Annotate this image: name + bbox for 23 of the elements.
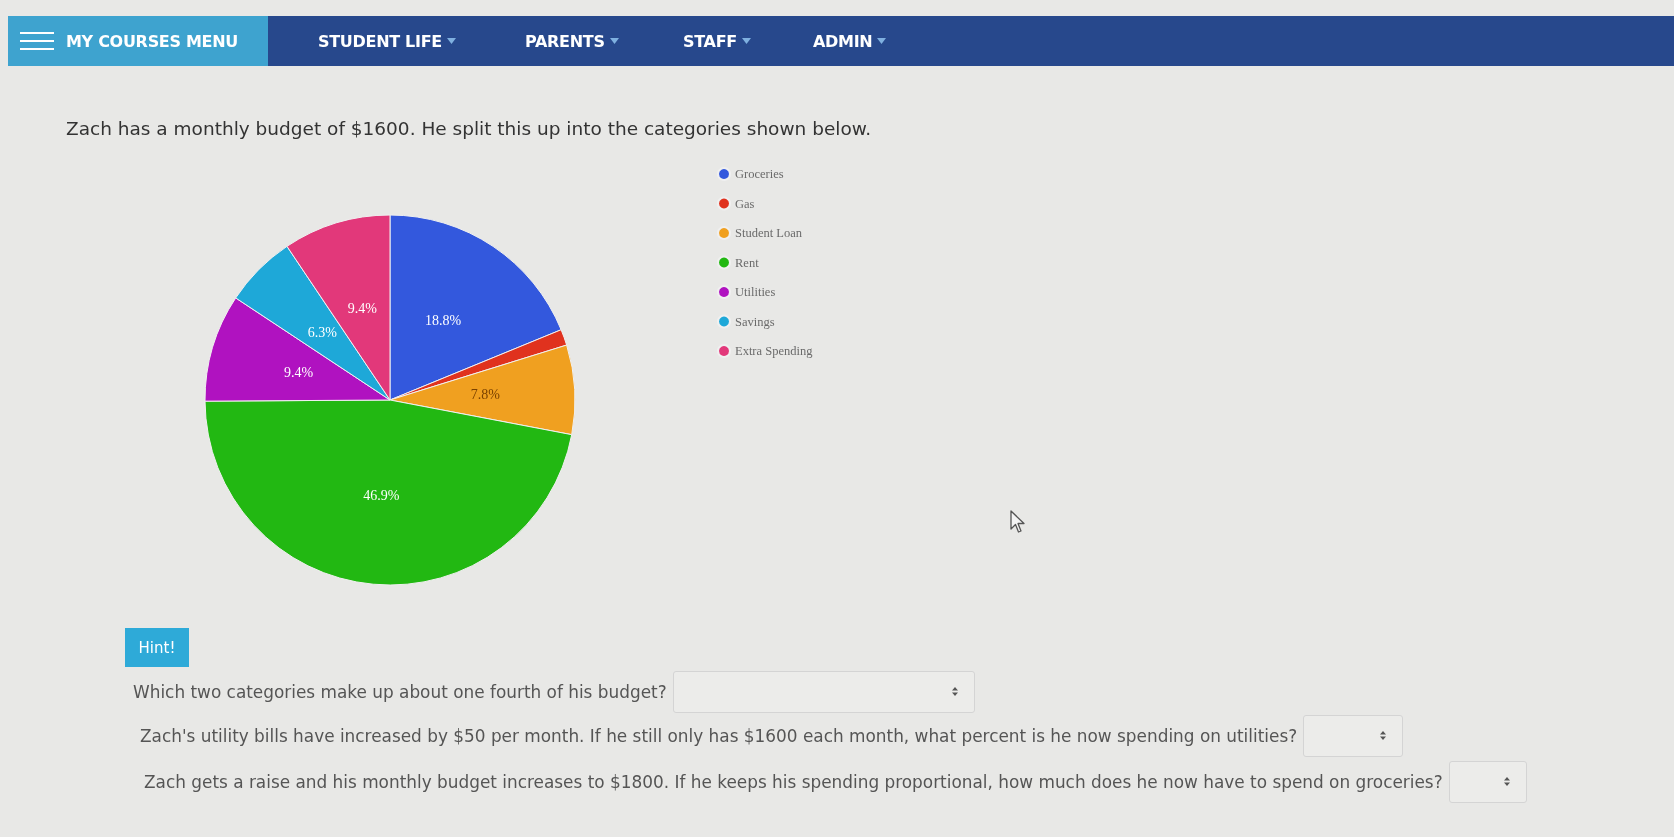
text: STAFF [683, 31, 737, 51]
legend-label: Savings [735, 314, 775, 329]
data-label: 46.9% [363, 487, 400, 503]
data-label: 9.4% [283, 365, 314, 381]
text: PARENTS [525, 31, 605, 51]
data-label: 6.3% [307, 325, 338, 341]
text: Hint! [125, 628, 189, 667]
text: ADMIN [813, 31, 873, 51]
data-label: 9.4% [347, 301, 378, 317]
legend-label: Rent [735, 255, 760, 270]
text: Zach gets a raise and his monthly budget increases to $1800. If he keeps his spending proportional, how much does he now have to spend on groceries? [144, 772, 1443, 792]
text: Zach's utility bills have increased by $50 per month. If he still only has $1600 each month, what percent is he now spending on utilities? [140, 726, 1298, 746]
text: Which two categories make up about one fourth of his budget? [133, 682, 667, 702]
text: MY COURSES MENU [66, 31, 239, 51]
data-label: 18.8% [425, 313, 462, 329]
legend-label: Utilities [735, 285, 776, 299]
chart-title: Zach has a monthly budget of $1600. He split this up into the categories shown below. [66, 118, 872, 139]
legend-label: Gas [735, 196, 755, 211]
legend-label: Groceries [735, 167, 784, 181]
data-label: 7.8% [470, 387, 501, 403]
legend-label: Extra Spending [735, 344, 814, 358]
legend-label: Student Loan [735, 226, 803, 240]
text: STUDENT LIFE [318, 31, 442, 51]
